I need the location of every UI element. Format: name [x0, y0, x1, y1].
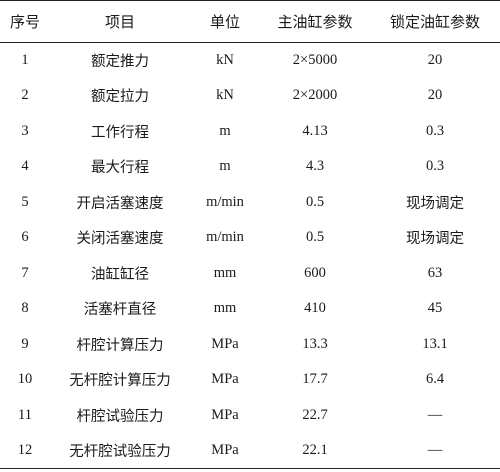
table-header-row: 序号 项目 单位 主油缸参数 锁定油缸参数	[0, 0, 500, 43]
cell-main: 4.3	[305, 158, 325, 175]
cell-item: 开启活塞速度	[76, 195, 164, 212]
cell-no: 4	[21, 158, 29, 175]
cell-no: 12	[0, 433, 50, 469]
cell-lock: 0.3	[425, 158, 445, 175]
cell-lock: 0.3	[425, 122, 445, 139]
table-row: 10 无杆腔计算压力 MPa 17.7 6.4	[0, 362, 500, 398]
cell-lock: —	[427, 406, 443, 423]
cell-main: 22.1	[260, 433, 370, 469]
cell-unit: m	[219, 158, 231, 175]
cell-lock: 20	[427, 52, 443, 68]
cell-unit: MPa	[211, 335, 239, 352]
cell-unit: m/min	[206, 193, 244, 210]
cell-unit: kN	[216, 87, 234, 104]
cell-no: 10	[17, 371, 33, 388]
cell-lock: 现场调定	[406, 231, 464, 248]
cell-item: 最大行程	[91, 160, 149, 177]
cell-unit: MPa	[211, 406, 239, 423]
cell-main: 410	[304, 300, 326, 317]
cell-no: 8	[21, 300, 29, 317]
header-unit: 单位	[190, 0, 260, 43]
table-body: 1 额定推力 kN 2×5000 20 2 额定拉力 kN 2×2000 20 …	[0, 43, 500, 469]
cell-lock: 13.1	[422, 335, 448, 352]
table-row: 1 额定推力 kN 2×5000 20	[0, 43, 500, 79]
cell-main: 0.5	[305, 229, 325, 246]
cell-unit: m	[219, 122, 231, 139]
header-lock-cylinder: 锁定油缸参数	[370, 0, 500, 43]
cell-main: 600	[304, 264, 326, 281]
cell-main: 2×2000	[292, 87, 338, 104]
cell-item: 杆腔计算压力	[76, 337, 164, 354]
cell-lock: 现场调定	[406, 195, 464, 212]
cell-item: 额定拉力	[91, 89, 149, 106]
cell-item: 活塞杆直径	[83, 302, 157, 319]
cell-item: 关闭活塞速度	[76, 231, 164, 248]
cell-item: 无杆腔试验压力	[50, 433, 190, 469]
cell-item: 工作行程	[91, 124, 149, 141]
table-row: 9 杆腔计算压力 MPa 13.3 13.1	[0, 327, 500, 363]
table-row: 7 油缸缸径 mm 600 63	[0, 256, 500, 292]
cell-unit: mm	[213, 264, 237, 281]
cell-unit: m/min	[206, 229, 244, 246]
cell-no: 6	[21, 229, 29, 246]
table-header: 序号 项目 单位 主油缸参数 锁定油缸参数	[0, 0, 500, 43]
table-row: 12 无杆腔试验压力 MPa 22.1 —	[0, 433, 500, 469]
cell-main: 0.5	[305, 193, 325, 210]
cell-main: 22.7	[302, 406, 328, 423]
cell-item: 额定推力	[91, 54, 149, 70]
header-no: 序号	[0, 0, 50, 43]
cell-lock: 63	[427, 264, 443, 281]
cell-no: 9	[21, 335, 29, 352]
table-row: 3 工作行程 m 4.13 0.3	[0, 114, 500, 150]
cell-lock: 20	[427, 87, 443, 104]
table-row: 8 活塞杆直径 mm 410 45	[0, 291, 500, 327]
cell-item: 油缸缸径	[91, 266, 149, 283]
cell-no: 7	[21, 264, 29, 281]
cell-unit: MPa	[211, 371, 239, 388]
header-main-cylinder: 主油缸参数	[260, 0, 370, 43]
header-item: 项目	[50, 0, 190, 43]
cell-main: 17.7	[302, 371, 328, 388]
cell-lock: 45	[427, 300, 443, 317]
cell-unit: kN	[216, 52, 234, 68]
cell-unit: mm	[213, 300, 237, 317]
table-row: 11 杆腔试验压力 MPa 22.7 —	[0, 398, 500, 434]
table-row: 6 关闭活塞速度 m/min 0.5 现场调定	[0, 220, 500, 256]
cell-item: 杆腔试验压力	[76, 408, 164, 425]
cell-no: 1	[21, 52, 29, 68]
table-row: 5 开启活塞速度 m/min 0.5 现场调定	[0, 185, 500, 221]
cell-lock: —	[370, 433, 500, 469]
table-row: 2 额定拉力 kN 2×2000 20	[0, 78, 500, 114]
table-row: 4 最大行程 m 4.3 0.3	[0, 149, 500, 185]
cell-lock: 6.4	[425, 371, 445, 388]
cell-unit: MPa	[190, 433, 260, 469]
cell-main: 13.3	[302, 335, 328, 352]
cell-no: 3	[21, 122, 29, 139]
cell-main: 4.13	[302, 122, 328, 139]
cell-no: 2	[21, 87, 29, 104]
cell-main: 2×5000	[292, 52, 338, 68]
cell-item: 无杆腔计算压力	[69, 373, 171, 390]
cell-no: 11	[18, 406, 32, 423]
cell-no: 5	[21, 193, 29, 210]
